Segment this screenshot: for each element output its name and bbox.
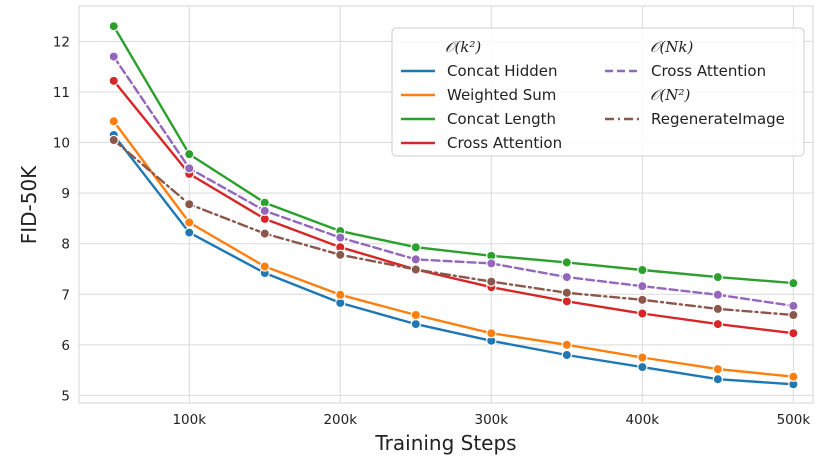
data-point-cross-attention-nk xyxy=(108,51,119,62)
series-layer xyxy=(108,21,799,390)
data-point-regenerate-image xyxy=(335,249,346,261)
legend-group-heading: 𝒪(Nk) xyxy=(650,38,694,56)
data-point-regenerate-image xyxy=(561,287,573,298)
data-point-cross-attention-nk xyxy=(561,271,573,283)
data-point-weighted-sum xyxy=(184,217,195,228)
data-point-concat-length xyxy=(561,257,573,268)
data-point-cross-attention-k2 xyxy=(108,75,119,87)
data-point-cross-attention-nk xyxy=(788,300,799,312)
data-point-concat-length xyxy=(788,277,799,289)
data-point-cross-attention-nk xyxy=(259,205,270,217)
data-point-weighted-sum xyxy=(410,309,421,321)
data-point-weighted-sum xyxy=(486,328,497,339)
data-point-weighted-sum xyxy=(561,339,573,351)
data-point-weighted-sum xyxy=(108,116,119,127)
data-point-cross-attention-k2 xyxy=(637,308,648,319)
data-point-concat-length xyxy=(637,264,648,276)
x-tick-label: 500k xyxy=(777,412,811,428)
data-point-cross-attention-k2 xyxy=(561,296,573,307)
y-tick-label: 9 xyxy=(61,186,70,202)
y-tick-label: 6 xyxy=(61,338,70,354)
y-tick-label: 10 xyxy=(53,136,70,152)
legend-label-cross-attention-k2: Cross Attention xyxy=(447,134,562,152)
data-point-cross-attention-nk xyxy=(486,258,497,269)
data-point-regenerate-image xyxy=(410,264,421,275)
data-point-concat-hidden xyxy=(410,318,421,330)
legend-label-concat-length: Concat Length xyxy=(447,110,556,128)
x-tick-label: 300k xyxy=(475,412,509,428)
data-point-weighted-sum xyxy=(788,371,799,382)
legend-group-heading: 𝒪(k²) xyxy=(445,38,481,56)
x-tick-label: 100k xyxy=(172,412,206,428)
data-point-cross-attention-nk xyxy=(335,232,346,243)
x-axis-title: Training Steps xyxy=(374,431,516,455)
data-point-regenerate-image xyxy=(108,134,119,146)
y-tick-label: 12 xyxy=(53,34,70,50)
y-axis-ticks: 5 6 7 8 9 10 11 12 xyxy=(53,34,70,404)
x-tick-label: 400k xyxy=(626,412,660,428)
y-tick-label: 11 xyxy=(53,85,70,101)
data-point-weighted-sum xyxy=(259,261,270,272)
data-point-concat-length xyxy=(108,21,119,32)
data-point-cross-attention-nk xyxy=(184,163,195,174)
legend-label-regenerate-image: RegenerateImage xyxy=(651,110,785,128)
legend: 𝒪(k²) Concat Hidden Weighted Sum Concat Len… xyxy=(391,27,805,157)
data-point-cross-attention-k2 xyxy=(788,328,799,339)
data-point-weighted-sum xyxy=(712,363,724,375)
x-tick-label: 200k xyxy=(323,412,357,428)
data-point-cross-attention-nk xyxy=(410,254,421,265)
series-line-concat-length xyxy=(112,25,795,285)
data-point-cross-attention-nk xyxy=(637,280,648,292)
data-point-concat-hidden xyxy=(184,227,195,238)
y-tick-label: 7 xyxy=(61,287,70,303)
y-axis-title: FID-50K xyxy=(17,165,41,244)
legend-label-cross-attention-nk: Cross Attention xyxy=(651,62,766,80)
data-point-concat-hidden xyxy=(637,361,648,373)
series-cross-attention-nk xyxy=(108,51,799,312)
series-line-concat-hidden xyxy=(112,133,795,386)
data-point-regenerate-image xyxy=(788,309,799,321)
y-tick-label: 5 xyxy=(61,388,70,404)
data-point-cross-attention-nk xyxy=(712,289,724,300)
data-point-concat-length xyxy=(410,242,421,253)
data-point-concat-length xyxy=(184,148,195,160)
data-point-regenerate-image xyxy=(712,303,724,315)
data-point-weighted-sum xyxy=(335,289,346,300)
data-point-regenerate-image xyxy=(486,276,497,287)
legend-label-concat-hidden: Concat Hidden xyxy=(447,62,557,80)
series-weighted-sum xyxy=(108,116,799,382)
series-concat-length xyxy=(108,21,799,289)
data-point-cross-attention-k2 xyxy=(712,318,724,330)
legend-box xyxy=(391,27,805,157)
data-point-regenerate-image xyxy=(184,199,195,210)
y-tick-label: 8 xyxy=(61,237,70,253)
data-point-regenerate-image xyxy=(259,228,270,239)
data-point-concat-length xyxy=(712,271,724,283)
data-point-concat-hidden xyxy=(561,349,573,361)
series-concat-hidden xyxy=(108,129,799,390)
data-point-concat-hidden xyxy=(712,374,724,385)
series-line-weighted-sum xyxy=(112,120,795,378)
legend-label-weighted-sum: Weighted Sum xyxy=(447,86,556,104)
series-line-cross-attention-k2 xyxy=(112,79,795,335)
series-line-regenerate-image xyxy=(112,138,795,317)
legend-group-heading: 𝒪(N²) xyxy=(650,86,690,104)
data-point-weighted-sum xyxy=(637,352,648,363)
series-regenerate-image xyxy=(108,134,799,321)
data-point-regenerate-image xyxy=(637,294,648,306)
x-axis-ticks: 100k 200k 300k 400k 500k xyxy=(172,412,810,428)
